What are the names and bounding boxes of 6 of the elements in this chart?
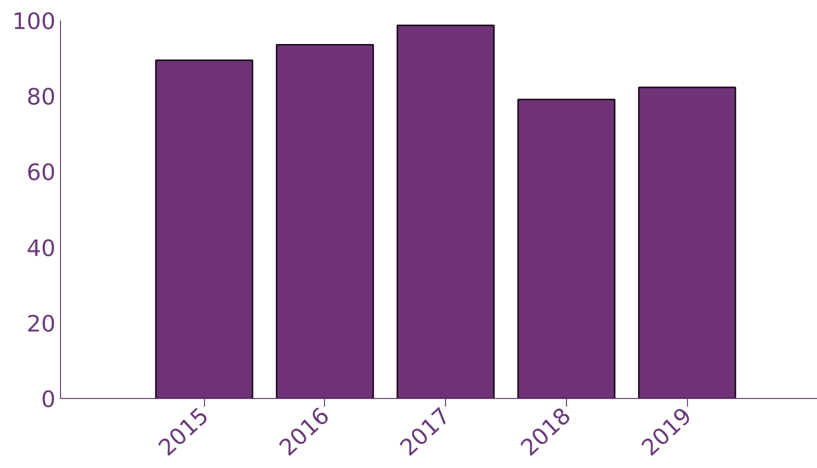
y-tick-label: 60 xyxy=(26,160,56,186)
y-tick-label: 20 xyxy=(26,311,56,338)
y-tick-label: 100 xyxy=(12,9,56,35)
y-tick-label: 80 xyxy=(26,84,56,111)
y-tick-label: 0 xyxy=(41,387,56,413)
y-tick-label: 40 xyxy=(26,236,56,262)
